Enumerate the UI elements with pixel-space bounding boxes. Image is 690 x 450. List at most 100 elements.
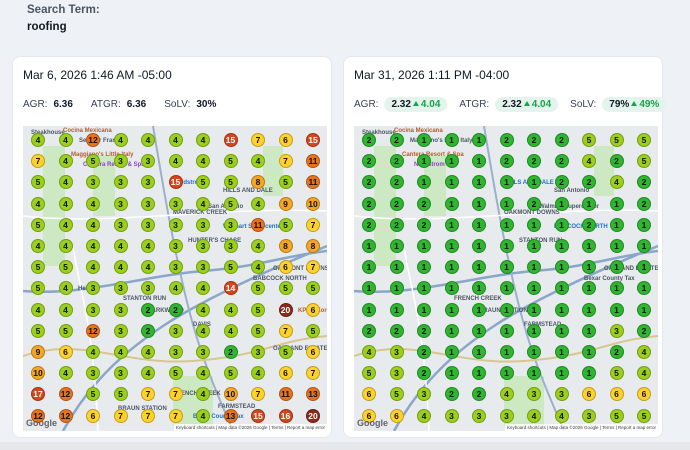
rank-pin[interactable]: 1 bbox=[582, 366, 596, 381]
rank-pin[interactable]: 1 bbox=[362, 302, 376, 317]
rank-pin[interactable]: 4 bbox=[196, 366, 210, 381]
rank-pin[interactable]: 1 bbox=[389, 260, 404, 275]
horizontal-scrollbar[interactable] bbox=[0, 442, 690, 450]
rank-pin[interactable]: 7 bbox=[306, 366, 320, 381]
rank-pin[interactable]: 1 bbox=[637, 239, 651, 253]
rank-pin[interactable]: 4 bbox=[58, 196, 73, 211]
rank-pin[interactable]: 1 bbox=[444, 302, 459, 317]
rank-pin[interactable]: 4 bbox=[31, 196, 45, 211]
rank-pin[interactable]: 1 bbox=[389, 302, 404, 317]
rank-pin[interactable]: 1 bbox=[499, 323, 514, 338]
rank-pin[interactable]: 4 bbox=[527, 408, 541, 423]
rank-pin[interactable]: 1 bbox=[637, 217, 651, 232]
rank-pin[interactable]: 2 bbox=[362, 133, 376, 147]
rank-pin[interactable]: 1 bbox=[362, 281, 376, 296]
rank-pin[interactable]: 2 bbox=[389, 175, 404, 190]
rank-pin[interactable]: 10 bbox=[31, 366, 45, 381]
rank-pin[interactable]: 3 bbox=[168, 345, 183, 359]
rank-pin[interactable]: 7 bbox=[306, 217, 320, 232]
rank-pin[interactable]: 1 bbox=[554, 281, 569, 296]
rank-pin[interactable]: 4 bbox=[31, 133, 45, 147]
rank-pin[interactable]: 7 bbox=[113, 408, 128, 423]
rank-pin[interactable]: 17 bbox=[31, 387, 45, 402]
rank-pin[interactable]: 4 bbox=[196, 408, 210, 423]
rank-pin[interactable]: 5 bbox=[637, 133, 651, 147]
rank-pin[interactable]: 1 bbox=[582, 239, 596, 253]
rank-pin[interactable]: 5 bbox=[251, 323, 265, 338]
rank-pin[interactable]: 1 bbox=[444, 217, 459, 232]
rank-pin[interactable]: 2 bbox=[141, 302, 155, 317]
rank-pin[interactable]: 4 bbox=[58, 281, 73, 296]
rank-pin[interactable]: 4 bbox=[609, 175, 624, 190]
rank-pin[interactable]: 2 bbox=[582, 217, 596, 232]
rank-pin[interactable]: 3 bbox=[141, 281, 155, 296]
rank-pin[interactable]: 1 bbox=[362, 239, 376, 253]
rank-pin[interactable]: 11 bbox=[306, 154, 320, 169]
rank-pin[interactable]: 4 bbox=[141, 345, 155, 359]
rank-pin[interactable]: 2 bbox=[362, 175, 376, 190]
rank-pin[interactable]: 7 bbox=[306, 260, 320, 275]
rank-pin[interactable]: 1 bbox=[499, 239, 514, 253]
rank-pin[interactable]: 1 bbox=[527, 323, 541, 338]
rank-pin[interactable]: 3 bbox=[196, 345, 210, 359]
rank-pin[interactable]: 5 bbox=[31, 323, 45, 338]
rank-pin[interactable]: 2 bbox=[609, 154, 624, 169]
rank-pin[interactable]: 4 bbox=[196, 323, 210, 338]
rank-pin[interactable]: 1 bbox=[389, 239, 404, 253]
rank-pin[interactable]: 5 bbox=[278, 281, 293, 296]
rank-pin[interactable]: 6 bbox=[278, 133, 293, 147]
rank-pin[interactable]: 5 bbox=[168, 366, 183, 381]
rank-pin[interactable]: 4 bbox=[168, 281, 183, 296]
rank-pin[interactable]: 4 bbox=[168, 133, 183, 147]
rank-pin[interactable]: 5 bbox=[609, 133, 624, 147]
rank-pin[interactable]: 3 bbox=[168, 239, 183, 253]
rank-pin[interactable]: 5 bbox=[278, 175, 293, 190]
rank-pin[interactable]: 1 bbox=[499, 196, 514, 211]
rank-pin[interactable]: 11 bbox=[278, 387, 293, 402]
rank-pin[interactable]: 2 bbox=[637, 323, 651, 338]
rank-pin[interactable]: 4 bbox=[58, 133, 73, 147]
rank-pin[interactable]: 12 bbox=[31, 408, 45, 423]
rank-pin[interactable]: 4 bbox=[251, 196, 265, 211]
rank-pin[interactable]: 7 bbox=[31, 154, 45, 169]
rank-pin[interactable]: 1 bbox=[554, 196, 569, 211]
rank-pin[interactable]: 5 bbox=[223, 196, 238, 211]
rank-pin[interactable]: 1 bbox=[444, 175, 459, 190]
rank-pin[interactable]: 13 bbox=[306, 387, 320, 402]
rank-pin[interactable]: 3 bbox=[113, 175, 128, 190]
rank-pin[interactable]: 7 bbox=[141, 387, 155, 402]
rank-pin[interactable]: 4 bbox=[58, 366, 73, 381]
rank-pin[interactable]: 1 bbox=[499, 366, 514, 381]
rank-pin[interactable]: 1 bbox=[637, 281, 651, 296]
rank-pin[interactable]: 4 bbox=[196, 302, 210, 317]
rank-pin[interactable]: 1 bbox=[582, 281, 596, 296]
rank-pin[interactable]: 4 bbox=[58, 302, 73, 317]
rank-pin[interactable]: 1 bbox=[527, 345, 541, 359]
rank-pin[interactable]: 8 bbox=[306, 239, 320, 253]
rank-pin[interactable]: 2 bbox=[362, 217, 376, 232]
rank-pin[interactable]: 5 bbox=[113, 387, 128, 402]
rank-pin[interactable]: 9 bbox=[278, 196, 293, 211]
rank-pin[interactable]: 1 bbox=[499, 175, 514, 190]
rank-pin[interactable]: 6 bbox=[58, 345, 73, 359]
rank-pin[interactable]: 6 bbox=[362, 408, 376, 423]
rank-pin[interactable]: 4 bbox=[582, 154, 596, 169]
rank-pin[interactable]: 1 bbox=[472, 345, 486, 359]
rank-pin[interactable]: 1 bbox=[499, 281, 514, 296]
rank-pin[interactable]: 6 bbox=[86, 408, 100, 423]
rank-pin[interactable]: 2 bbox=[609, 345, 624, 359]
rank-pin[interactable]: 3 bbox=[196, 217, 210, 232]
rank-pin[interactable]: 3 bbox=[141, 217, 155, 232]
rank-pin[interactable]: 3 bbox=[444, 408, 459, 423]
rank-pin[interactable]: 20 bbox=[306, 408, 320, 423]
rank-pin[interactable]: 1 bbox=[609, 302, 624, 317]
rank-pin[interactable]: 1 bbox=[472, 366, 486, 381]
rank-pin[interactable]: 2 bbox=[417, 323, 431, 338]
rank-pin[interactable]: 1 bbox=[527, 217, 541, 232]
rank-pin[interactable]: 3 bbox=[141, 154, 155, 169]
rank-pin[interactable]: 6 bbox=[637, 387, 651, 402]
rank-pin[interactable]: 2 bbox=[141, 323, 155, 338]
rank-pin[interactable]: 5 bbox=[31, 281, 45, 296]
rank-pin[interactable]: 4 bbox=[223, 323, 238, 338]
rank-pin[interactable]: 6 bbox=[389, 408, 404, 423]
